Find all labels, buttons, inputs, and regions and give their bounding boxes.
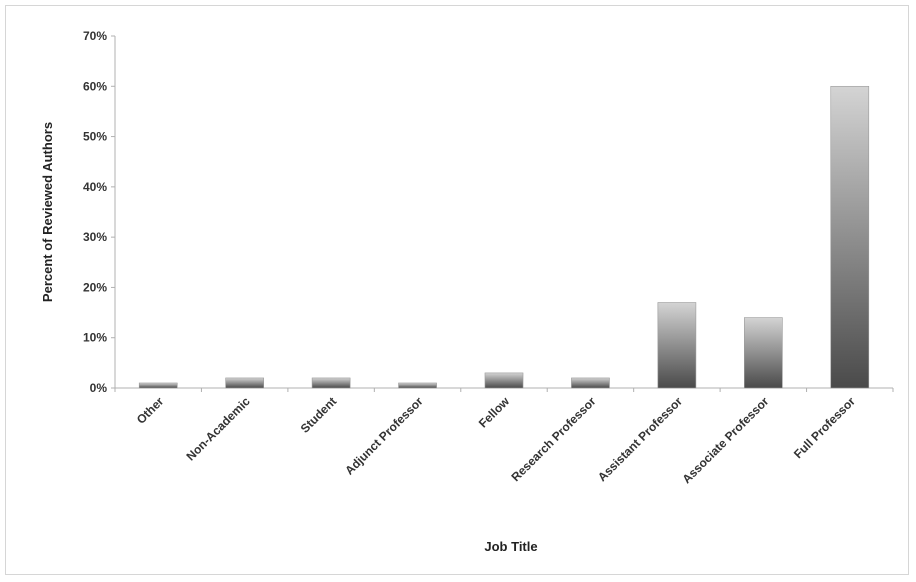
y-tick-label: 10% [83, 331, 107, 345]
bar-fellow [485, 373, 523, 388]
y-tick-label: 60% [83, 79, 107, 93]
x-axis-title: Job Title [484, 539, 537, 554]
bar-non-academic [226, 378, 264, 388]
x-category-label: Other [134, 394, 167, 427]
y-tick-label: 40% [83, 180, 107, 194]
x-category-label: Non-Academic [183, 394, 253, 464]
y-tick-label: 70% [83, 29, 107, 43]
bar-adjunct-professor [399, 383, 437, 388]
y-axis-title: Percent of Reviewed Authors [40, 122, 55, 302]
y-axis: 0% 10% 20% 30% 40% 50% 60% 70% [83, 29, 115, 395]
x-category-label: Adjunct Professor [342, 394, 426, 478]
x-category-label: Fellow [476, 394, 513, 431]
x-category-label: Student [298, 394, 339, 435]
y-tick-label: 0% [90, 381, 108, 395]
y-tick-label: 50% [83, 130, 107, 144]
x-category-label: Associate Professor [679, 394, 771, 486]
x-category-label: Full Professor [791, 394, 858, 461]
chart-frame: 0% 10% 20% 30% 40% 50% 60% 70% Other Non-Academi… [5, 5, 909, 575]
y-tick-label: 30% [83, 230, 107, 244]
x-axis: Other Non-Academic Student Adjunct Professo… [115, 388, 893, 486]
bars [139, 86, 869, 388]
y-tick-label: 20% [83, 280, 107, 294]
bar-chart: 0% 10% 20% 30% 40% 50% 60% 70% Other Non-Academi… [6, 6, 910, 576]
bar-other [139, 383, 177, 388]
bar-student [312, 378, 350, 388]
bar-research-professor [571, 378, 609, 388]
bar-associate-professor [744, 318, 782, 388]
x-category-label: Assistant Professor [595, 394, 685, 484]
x-category-label: Research Professor [508, 394, 598, 484]
bar-full-professor [831, 86, 869, 388]
bar-assistant-professor [658, 303, 696, 388]
